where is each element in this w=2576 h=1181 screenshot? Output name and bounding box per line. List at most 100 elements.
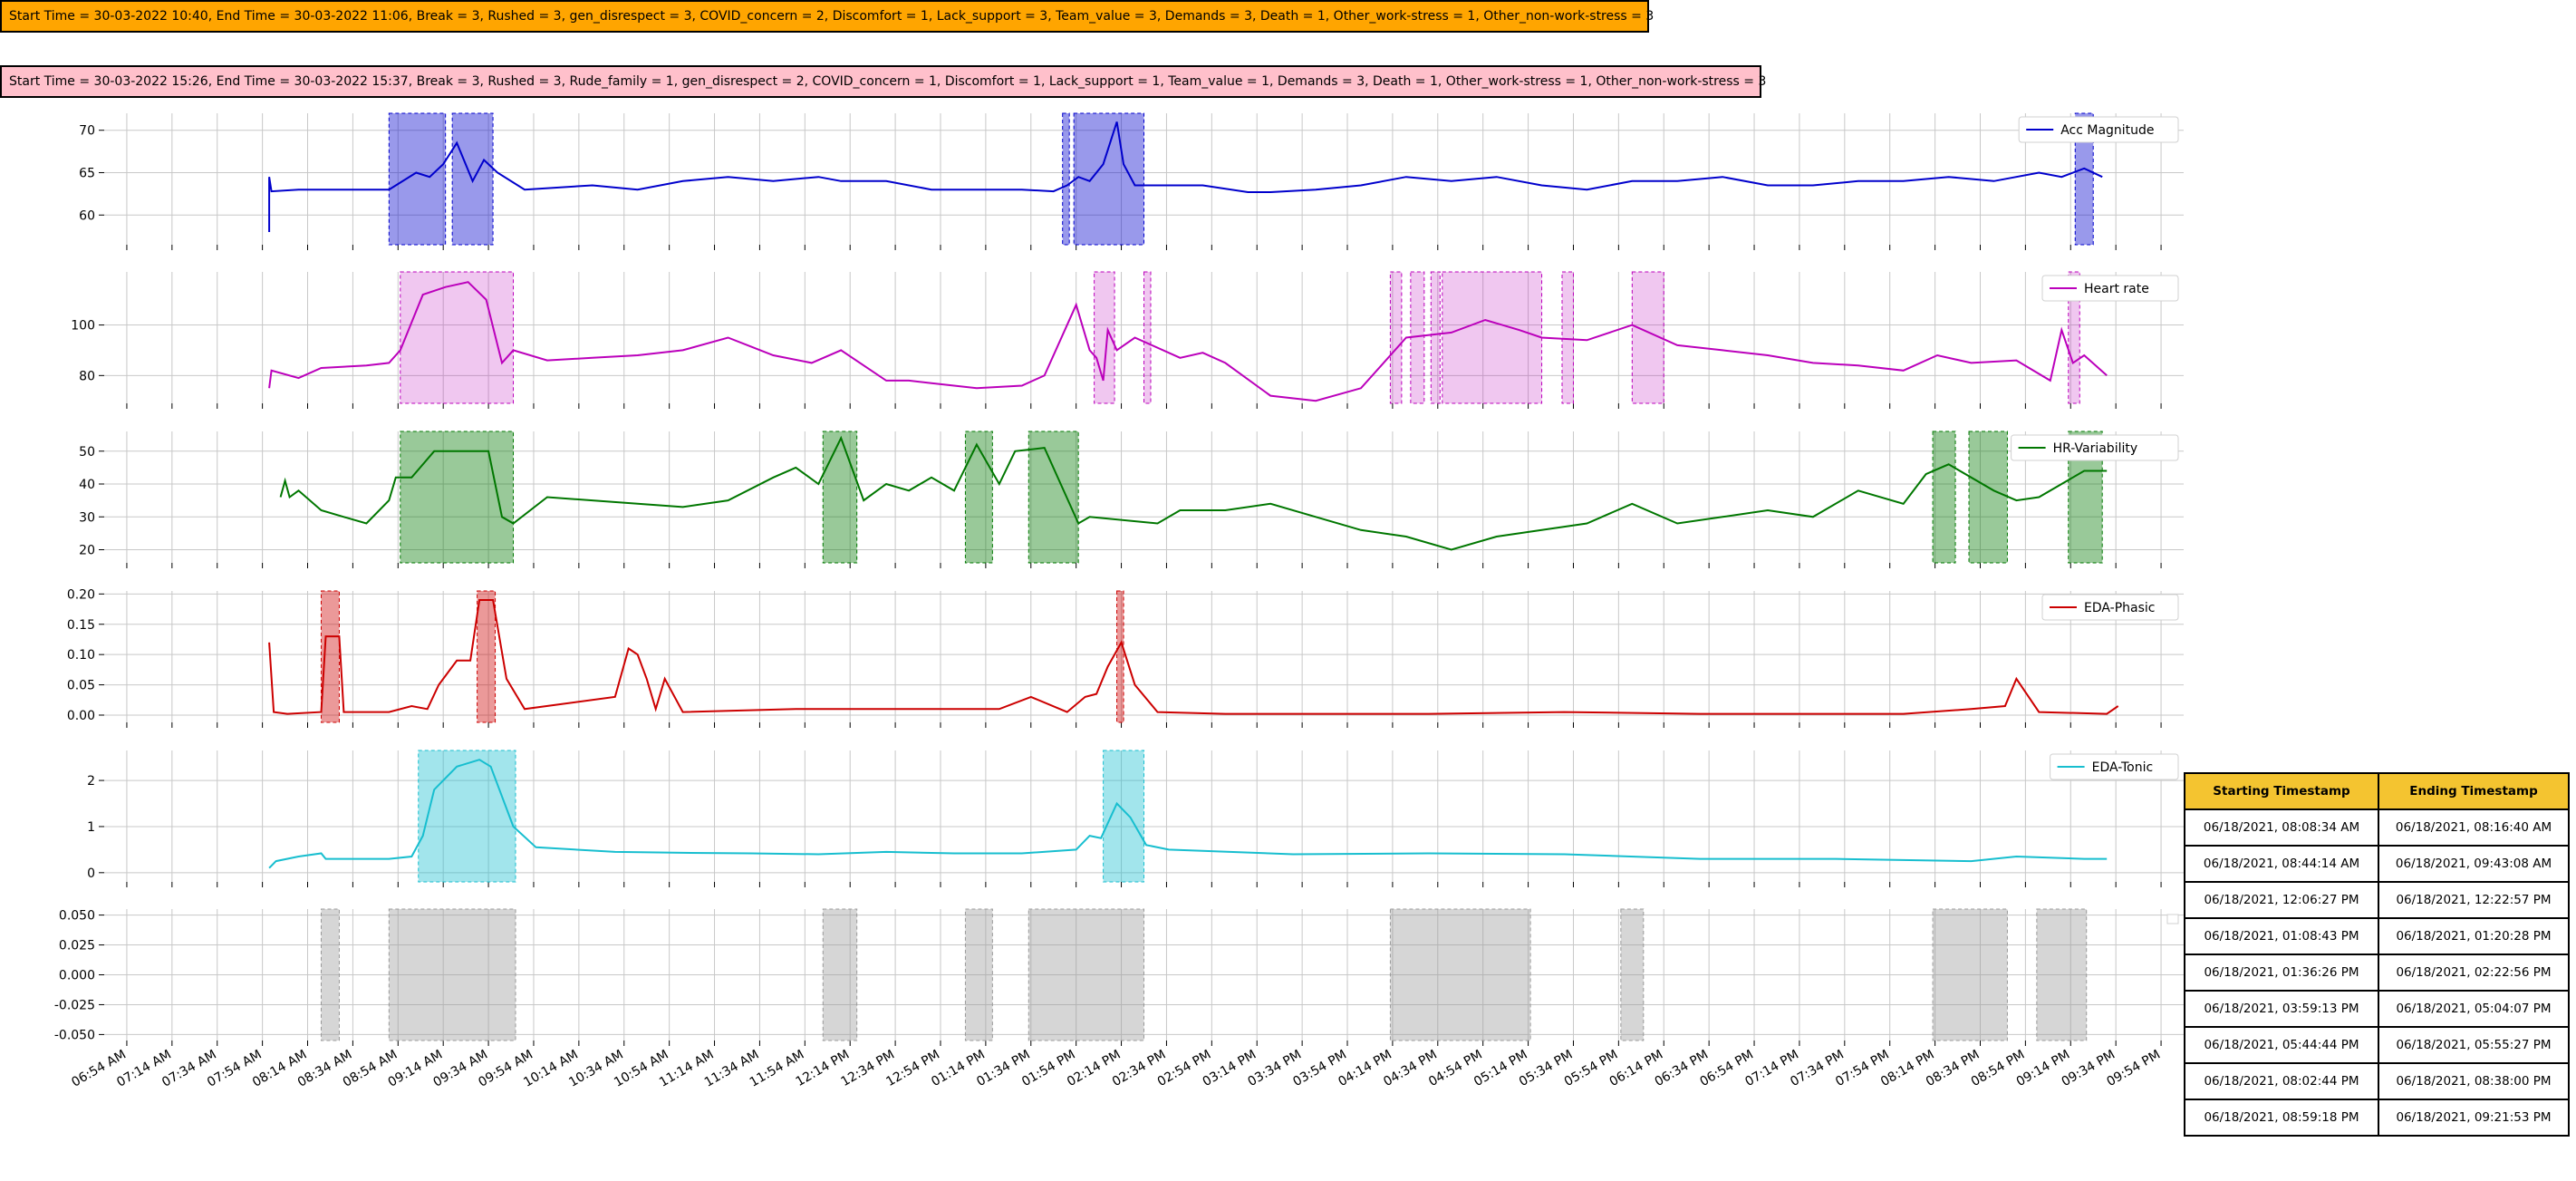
legend-box-empty <box>2166 914 2179 924</box>
highlight-region <box>1430 271 1441 404</box>
segments-table-header-row: Starting Timestamp Ending Timestamp <box>2184 772 2570 810</box>
highlight-region <box>2074 112 2094 246</box>
legend-label: Heart rate <box>2084 282 2149 296</box>
legend-label: EDA-Phasic <box>2084 601 2155 615</box>
start-timestamp-cell: 06/18/2021, 08:44:14 AM <box>2184 845 2379 883</box>
segments-table-body: 06/18/2021, 08:08:34 AM 06/18/2021, 08:16… <box>2184 808 2570 1137</box>
legend-box <box>2011 434 2179 461</box>
y-tick-label: 0.000 <box>59 969 95 983</box>
legend-box <box>2041 594 2179 621</box>
highlight-region <box>320 908 340 1041</box>
highlight-region <box>388 908 516 1041</box>
segments-table: Starting Timestamp Ending Timestamp 06/1… <box>2184 772 2570 1137</box>
start-timestamp-cell: 06/18/2021, 08:08:34 AM <box>2184 808 2379 847</box>
highlight-region <box>1968 431 2008 564</box>
highlight-region <box>1561 271 1574 404</box>
end-timestamp-cell: 06/18/2021, 08:38:00 PM <box>2378 1062 2570 1100</box>
column-header-start: Starting Timestamp <box>2184 772 2379 810</box>
table-row: 06/18/2021, 08:08:34 AM 06/18/2021, 08:16… <box>2184 808 2570 847</box>
y-tick-label: 0.025 <box>59 939 95 954</box>
highlight-region <box>1932 431 1956 564</box>
y-tick-label: 0.20 <box>67 587 95 602</box>
start-timestamp-cell: 06/18/2021, 08:59:18 PM <box>2184 1099 2379 1137</box>
highlight-region <box>1442 271 1543 404</box>
end-timestamp-cell: 06/18/2021, 02:22:56 PM <box>2378 954 2570 992</box>
highlight-region <box>822 431 858 564</box>
end-timestamp-cell: 06/18/2021, 01:20:28 PM <box>2378 917 2570 955</box>
column-header-end: Ending Timestamp <box>2378 772 2570 810</box>
series-line <box>268 759 2108 869</box>
survey-banner-2: Start Time = 30-03-2022 15:26, End Time … <box>0 65 1766 98</box>
end-timestamp-cell: 06/18/2021, 05:55:27 PM <box>2378 1026 2570 1064</box>
highlight-region <box>1028 431 1079 564</box>
table-row: 06/18/2021, 01:36:26 PM 06/18/2021, 02:22… <box>2184 954 2570 992</box>
start-timestamp-cell: 06/18/2021, 08:02:44 PM <box>2184 1062 2379 1100</box>
series-line <box>268 599 2119 715</box>
start-timestamp-cell: 06/18/2021, 01:36:26 PM <box>2184 954 2379 992</box>
start-timestamp-cell: 06/18/2021, 03:59:13 PM <box>2184 990 2379 1028</box>
legend-box <box>2018 116 2179 143</box>
end-timestamp-cell: 06/18/2021, 09:43:08 AM <box>2378 845 2570 883</box>
legend-box <box>2041 275 2179 302</box>
table-row: 06/18/2021, 08:44:14 AM 06/18/2021, 09:43… <box>2184 845 2570 883</box>
y-tick-label: 0.10 <box>67 648 95 663</box>
y-tick-label: 1 <box>87 820 95 835</box>
y-tick-label: 0.00 <box>67 709 95 723</box>
highlight-region <box>400 431 515 564</box>
end-timestamp-cell: 06/18/2021, 05:04:07 PM <box>2378 990 2570 1028</box>
y-tick-label: 80 <box>79 369 95 383</box>
table-row: 06/18/2021, 12:06:27 PM 06/18/2021, 12:22… <box>2184 881 2570 919</box>
table-row: 06/18/2021, 08:59:18 PM 06/18/2021, 09:21… <box>2184 1099 2570 1137</box>
start-timestamp-cell: 06/18/2021, 12:06:27 PM <box>2184 881 2379 919</box>
table-row: 06/18/2021, 05:44:44 PM 06/18/2021, 05:55… <box>2184 1026 2570 1064</box>
highlight-region <box>1389 908 1531 1041</box>
end-timestamp-cell: 06/18/2021, 09:21:53 PM <box>2378 1099 2570 1137</box>
highlight-region <box>388 112 447 246</box>
highlight-region <box>1062 112 1070 246</box>
y-tick-label: 65 <box>79 166 95 180</box>
highlight-region <box>2068 271 2080 404</box>
y-tick-label: 40 <box>79 478 95 492</box>
start-timestamp-cell: 06/18/2021, 01:08:43 PM <box>2184 917 2379 955</box>
legend-label: EDA-Tonic <box>2092 760 2154 775</box>
table-row: 06/18/2021, 03:59:13 PM 06/18/2021, 05:04… <box>2184 990 2570 1028</box>
y-tick-label: -0.025 <box>54 998 95 1012</box>
highlight-region <box>1103 750 1144 883</box>
highlight-region <box>2036 908 2088 1041</box>
y-tick-label: 70 <box>79 124 95 139</box>
y-tick-label: 30 <box>79 510 95 525</box>
y-tick-label: 0.05 <box>67 679 95 693</box>
highlight-region <box>822 908 858 1041</box>
y-tick-label: 100 <box>71 319 95 334</box>
highlight-region <box>1389 271 1403 404</box>
highlight-region <box>320 590 340 723</box>
series-line <box>268 121 2103 232</box>
highlight-region <box>418 750 516 883</box>
series-line <box>268 281 2108 402</box>
y-tick-label: 0.15 <box>67 618 95 633</box>
highlight-region <box>1116 590 1124 723</box>
y-tick-label: 60 <box>79 208 95 223</box>
legend-box <box>2050 753 2179 780</box>
highlight-region <box>1028 908 1145 1041</box>
highlight-region <box>1932 908 2008 1041</box>
y-tick-label: 0 <box>87 866 95 881</box>
start-timestamp-cell: 06/18/2021, 05:44:44 PM <box>2184 1026 2379 1064</box>
highlight-region <box>400 271 515 404</box>
y-tick-label: 20 <box>79 544 95 558</box>
table-row: 06/18/2021, 01:08:43 PM 06/18/2021, 01:20… <box>2184 917 2570 955</box>
y-tick-label: 2 <box>87 774 95 789</box>
table-row: 06/18/2021, 08:02:44 PM 06/18/2021, 08:38… <box>2184 1062 2570 1100</box>
series-line <box>279 435 2108 551</box>
legend-label: HR-Variability <box>2053 441 2138 456</box>
survey-banner-1: Start Time = 30-03-2022 10:40, End Time … <box>0 0 1654 33</box>
highlight-region <box>477 590 497 723</box>
highlight-region <box>1620 908 1645 1041</box>
legend-label: Acc Magnitude <box>2060 123 2154 138</box>
end-timestamp-cell: 06/18/2021, 12:22:57 PM <box>2378 881 2570 919</box>
highlight-region <box>964 431 993 564</box>
highlight-region <box>1143 271 1152 404</box>
y-tick-label: -0.050 <box>54 1028 95 1042</box>
y-tick-label: 50 <box>79 445 95 460</box>
